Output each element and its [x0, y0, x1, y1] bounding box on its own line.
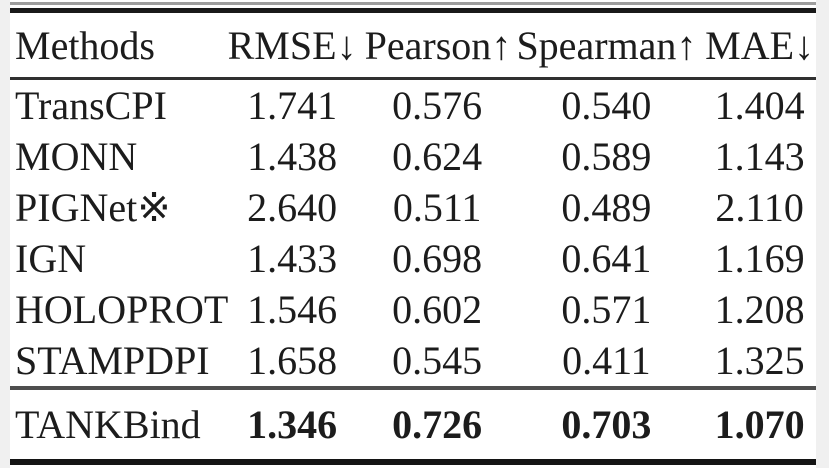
results-table: Methods RMSE↓ Pearson↑ Spearman↑ MAE↓ Tr… [10, 13, 816, 459]
column-header-pearson: Pearson↑ [364, 13, 511, 80]
spearman-value: 0.703 [509, 386, 704, 459]
table-row: HOLOPROT 1.546 0.602 0.571 1.208 [10, 284, 816, 335]
header-row: Methods RMSE↓ Pearson↑ Spearman↑ MAE↓ [10, 13, 816, 80]
table-row: STAMPDPI 1.658 0.545 0.411 1.325 [10, 335, 816, 388]
rmse-value: 1.658 [247, 338, 338, 383]
column-header-mae: MAE↓ [703, 13, 816, 80]
spearman-value: 0.489 [561, 185, 652, 230]
table-row-best: TANKBind 1.346 0.726 0.703 1.070 [10, 386, 816, 459]
mae-value: 2.110 [715, 185, 804, 230]
mae-value: 1.070 [703, 386, 816, 459]
table-row: TransCPI 1.741 0.576 0.540 1.404 [10, 79, 816, 132]
top-rule-heavy [10, 8, 816, 13]
method-name: HOLOPROT [15, 287, 229, 332]
method-name: TransCPI [15, 83, 167, 128]
column-header-rmse: RMSE↓ [219, 13, 365, 80]
bottom-rule [10, 459, 816, 465]
spearman-value: 0.411 [562, 338, 651, 383]
pearson-value: 0.545 [392, 338, 483, 383]
pearson-value: 0.624 [392, 134, 483, 179]
top-rule-light [10, 2, 816, 5]
method-name: IGN [15, 236, 87, 281]
rmse-value: 1.346 [219, 386, 365, 459]
mae-value: 1.208 [714, 287, 805, 332]
mae-value: 1.325 [714, 338, 805, 383]
method-name: PIGNet※ [15, 185, 171, 230]
mae-value: 1.404 [714, 83, 805, 128]
rmse-value: 1.741 [247, 83, 338, 128]
table-row: PIGNet※ 2.640 0.511 0.489 2.110 [10, 182, 816, 233]
table-sheet: Methods RMSE↓ Pearson↑ Spearman↑ MAE↓ Tr… [10, 0, 816, 468]
rmse-value: 1.546 [247, 287, 338, 332]
spearman-value: 0.589 [561, 134, 652, 179]
pearson-value: 0.698 [392, 236, 483, 281]
spearman-value: 0.571 [561, 287, 652, 332]
column-header-methods: Methods [10, 13, 220, 80]
rmse-value: 1.438 [247, 134, 338, 179]
method-name: TANKBind [10, 386, 220, 459]
column-header-spearman: Spearman↑ [509, 13, 704, 80]
table-row: IGN 1.433 0.698 0.641 1.169 [10, 233, 816, 284]
mae-value: 1.169 [714, 236, 805, 281]
spearman-value: 0.540 [561, 83, 652, 128]
pearson-value: 0.576 [392, 83, 483, 128]
spearman-value: 0.641 [561, 236, 652, 281]
pearson-value: 0.726 [364, 386, 510, 459]
rmse-value: 1.433 [247, 236, 338, 281]
rmse-value: 2.640 [247, 185, 338, 230]
method-name: MONN [15, 134, 138, 179]
table-row: MONN 1.438 0.624 0.589 1.143 [10, 131, 816, 182]
pearson-value: 0.602 [392, 287, 483, 332]
pearson-value: 0.511 [392, 185, 482, 230]
mae-value: 1.143 [714, 134, 805, 179]
method-name: STAMPDPI [15, 338, 210, 383]
